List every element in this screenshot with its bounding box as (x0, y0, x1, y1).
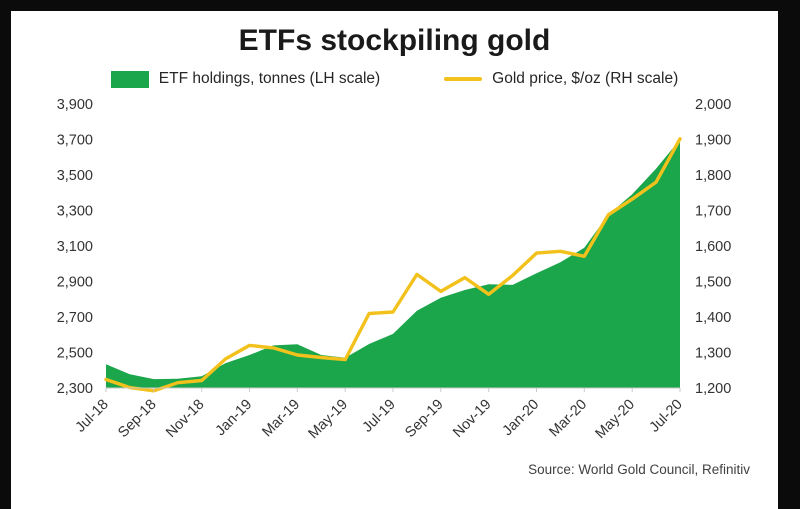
x-axis-tick-label: Mar-19 (259, 397, 303, 441)
etf-holdings-swatch-icon (110, 70, 149, 88)
legend-item-etf-holdings: ETF holdings, tonnes (LH scale) (110, 70, 381, 88)
left-axis-tick-label: 3,500 (56, 168, 92, 184)
etf-holdings-legend-label: ETF holdings, tonnes (LH scale) (158, 70, 381, 87)
x-axis-tick-label: Mar-20 (546, 397, 590, 441)
gold-price-legend-label: Gold price, $/oz (RH scale) (492, 70, 679, 87)
left-axis-tick-label: 2,700 (56, 310, 92, 326)
legend: ETF holdings, tonnes (LH scale) Gold pri… (110, 70, 678, 88)
x-axis-tick-label: May-20 (592, 397, 638, 443)
chart-canvas: ETFs stockpiling gold ETF holdings, tonn… (11, 11, 778, 509)
x-axis-tick-label: Nov-19 (450, 397, 494, 441)
x-axis-tick-label: Nov-18 (163, 397, 207, 441)
right-axis-tick-label: 1,900 (695, 133, 731, 149)
x-axis-tick-label: Sep-19 (402, 397, 446, 441)
right-axis-tick-label: 1,800 (695, 168, 731, 184)
left-axis-tick-label: 2,900 (56, 275, 92, 291)
right-axis-tick-label: 1,300 (695, 346, 731, 362)
left-axis-tick-label: 3,300 (56, 204, 92, 220)
x-axis-tick-label: Jul-18 (72, 397, 111, 436)
source-note: Source: World Gold Council, Refinitiv (528, 462, 750, 477)
right-axis-tick-label: 1,200 (695, 381, 731, 397)
etf-holdings-area-series (105, 139, 680, 388)
gold-price-line-series (103, 137, 682, 393)
right-axis-tick-label: 1,400 (695, 310, 731, 326)
right-axis-tick-label: 1,700 (695, 204, 731, 220)
combo-chart: 2,300 2,500 2,700 2,900 3,100 3,300 3,500 3,700… (56, 97, 731, 443)
left-axis-tick-label: 3,900 (56, 97, 92, 113)
chart-title: ETFs stockpiling gold (238, 24, 551, 57)
legend-item-gold-price: Gold price, $/oz (RH scale) (444, 70, 678, 88)
x-axis-tick-label: Jul-19 (359, 397, 398, 436)
x-axis-tick-label: Jul-20 (646, 397, 685, 436)
left-axis-tick-label: 2,500 (56, 346, 92, 362)
left-axis-tick-label: 2,300 (56, 381, 92, 397)
right-axis-tick-label: 1,500 (695, 275, 731, 291)
x-axis-tick-label: May-19 (305, 397, 351, 443)
left-axis-tick-label: 3,100 (56, 239, 92, 255)
x-axis-tick-label: Jan-19 (212, 397, 255, 440)
right-axis-tick-label: 2,000 (695, 97, 731, 113)
x-axis-tick-label: Jan-20 (499, 397, 542, 440)
gold-price-swatch-icon (444, 77, 483, 81)
left-axis-tick-label: 3,700 (56, 133, 92, 149)
right-axis-tick-label: 1,600 (695, 239, 731, 255)
x-axis-tick-label: Sep-18 (115, 397, 159, 441)
